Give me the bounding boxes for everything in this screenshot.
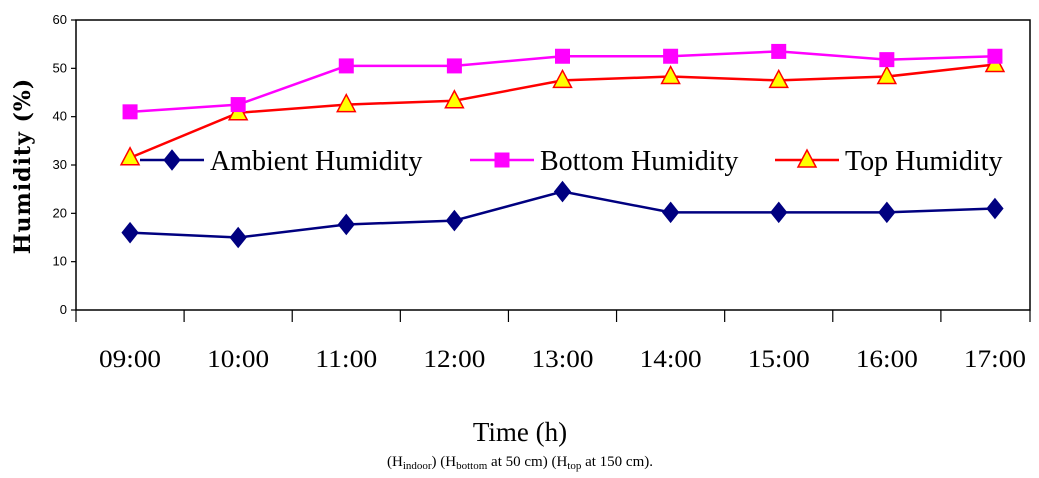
point-diamond bbox=[987, 199, 1003, 219]
y-axis-label: Humidity (%) bbox=[10, 78, 36, 254]
point-square bbox=[556, 49, 570, 63]
legend: Ambient Humidity Bottom Humidity Top Humid… bbox=[140, 146, 1003, 177]
x-tick-label: 16:00 bbox=[856, 346, 918, 373]
legend-label: Top Humidity bbox=[845, 146, 1003, 177]
x-tick-label: 09:00 bbox=[99, 346, 161, 373]
caption-text: (H bbox=[387, 454, 403, 470]
y-tick-label: 10 bbox=[53, 254, 67, 269]
caption-text: at 50 cm) (H bbox=[487, 454, 567, 470]
x-tick-label: 14:00 bbox=[640, 346, 702, 373]
series-ambient-humidity bbox=[122, 182, 1003, 248]
x-tick-label: 13:00 bbox=[532, 346, 594, 373]
legend-item: Bottom Humidity bbox=[470, 146, 738, 177]
y-tick-label: 50 bbox=[53, 60, 67, 75]
y-tick-label: 40 bbox=[53, 109, 67, 124]
caption-text: at 150 cm). bbox=[581, 454, 653, 470]
point-square bbox=[231, 98, 245, 112]
point-square bbox=[495, 153, 509, 167]
point-square bbox=[339, 59, 353, 73]
point-triangle bbox=[770, 70, 788, 87]
point-diamond bbox=[555, 182, 571, 202]
point-triangle bbox=[798, 150, 816, 167]
caption-subscript: bottom bbox=[456, 460, 488, 472]
figure-caption: (Hindoor) (Hbottom at 50 cm) (Htop at 15… bbox=[387, 454, 653, 472]
legend-label: Bottom Humidity bbox=[540, 146, 738, 177]
point-triangle bbox=[337, 95, 355, 112]
point-diamond bbox=[771, 202, 787, 222]
x-tick-label: 12:00 bbox=[423, 346, 485, 373]
legend-item: Top Humidity bbox=[775, 146, 1003, 177]
point-diamond bbox=[164, 150, 180, 170]
point-square bbox=[664, 49, 678, 63]
point-diamond bbox=[122, 223, 138, 243]
y-tick-label: 0 bbox=[60, 302, 67, 317]
caption-subscript: indoor bbox=[403, 460, 432, 472]
point-diamond bbox=[230, 228, 246, 248]
y-ticks: 0 10 20 30 40 50 60 bbox=[53, 12, 76, 317]
y-tick-label: 60 bbox=[53, 12, 67, 27]
point-diamond bbox=[338, 214, 354, 234]
legend-item: Ambient Humidity bbox=[140, 146, 422, 177]
point-square bbox=[772, 44, 786, 58]
point-triangle bbox=[554, 70, 572, 87]
point-square bbox=[447, 59, 461, 73]
y-tick-label: 30 bbox=[53, 157, 67, 172]
point-square bbox=[123, 105, 137, 119]
caption-subscript: top bbox=[567, 460, 582, 472]
point-triangle bbox=[662, 67, 680, 84]
y-tick-label: 20 bbox=[53, 205, 67, 220]
x-axis-label: Time (h) bbox=[473, 417, 567, 447]
caption-text: ) (H bbox=[432, 454, 457, 470]
point-square bbox=[988, 49, 1002, 63]
point-diamond bbox=[446, 211, 462, 231]
point-diamond bbox=[879, 202, 895, 222]
point-square bbox=[880, 53, 894, 67]
x-tick-label: 10:00 bbox=[207, 346, 269, 373]
x-tick-label: 11:00 bbox=[315, 346, 377, 373]
point-diamond bbox=[663, 202, 679, 222]
legend-label: Ambient Humidity bbox=[210, 146, 422, 177]
x-ticks: 09:00 10:00 11:00 12:00 13:00 14:00 15:00 16:00… bbox=[76, 310, 1030, 373]
x-tick-label: 17:00 bbox=[964, 346, 1026, 373]
x-tick-label: 15:00 bbox=[748, 346, 810, 373]
